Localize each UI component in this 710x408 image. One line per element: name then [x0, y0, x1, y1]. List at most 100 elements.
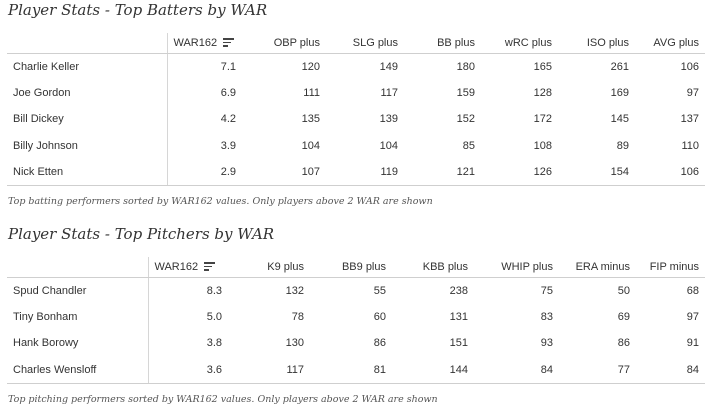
stat-cell: 111	[303, 86, 320, 99]
sort-descending-icon[interactable]	[223, 38, 235, 47]
pitchers-header-kbb-plus[interactable]: KBB plus	[392, 257, 474, 278]
stat-cell: 97	[686, 310, 699, 323]
stat-cell: 91	[686, 337, 699, 350]
player-name: Charles Wensloff	[7, 356, 148, 384]
player-name: Billy Johnson	[13, 140, 78, 153]
batters-title: Player Stats - Top Batters by WAR	[8, 1, 268, 19]
stat-cell: 104	[379, 140, 398, 153]
stat-cell: 180	[456, 60, 475, 73]
stat-cell: 238	[449, 284, 468, 297]
stat-cell: 154	[558, 159, 635, 187]
stat-cell: 6.9	[166, 79, 242, 107]
batters-caption: Top batting performers sorted by WAR162 …	[8, 196, 433, 207]
stat-cell: 117	[380, 86, 398, 99]
stat-cell: 55	[373, 284, 386, 297]
stat-cell: 132	[285, 284, 304, 297]
column-label: WAR162	[154, 260, 199, 273]
stat-cell: 68	[686, 284, 699, 297]
pitchers-header-bb9-plus[interactable]: BB9 plus	[310, 257, 392, 278]
pitchers-header-whip-plus[interactable]: WHIP plus	[474, 257, 559, 278]
batters-header-war162[interactable]: WAR162	[166, 33, 242, 54]
stat-cell: 128	[533, 86, 552, 99]
stat-cell: 2.9	[166, 159, 242, 187]
stat-cell: 78	[291, 310, 304, 323]
stat-cell: 131	[449, 310, 468, 323]
player-name: Joe Gordon	[13, 86, 71, 99]
stat-cell: 97	[686, 86, 699, 99]
stat-cell: 135	[301, 113, 320, 126]
batters-table: WAR162 OBP plus SLG plus BB plus wRC plu…	[7, 33, 705, 187]
player-name: Nick Etten	[7, 159, 167, 187]
batters-header-obp-plus[interactable]: OBP plus	[242, 33, 326, 54]
batters-header-slg-plus[interactable]: SLG plus	[326, 33, 404, 54]
batters-header-bb-plus[interactable]: BB plus	[404, 33, 481, 54]
table-row: Hank Borowy 3.8 130 86 151 93 86 91	[7, 330, 705, 357]
stat-cell: 3.8	[147, 330, 228, 357]
stat-cell: 139	[379, 113, 398, 126]
stat-cell: 89	[616, 140, 629, 153]
stat-cell: 83	[540, 310, 553, 323]
stat-cell: 84	[474, 356, 559, 384]
stat-cell: 120	[301, 60, 320, 73]
pitchers-header-row: WAR162 K9 plus BB9 plus KBB plus WHIP pl…	[7, 257, 705, 278]
table-row: Charlie Keller 7.1 120 149 180 165 261 106	[7, 53, 705, 80]
stat-cell: 137	[680, 113, 699, 126]
batters-header-iso-plus[interactable]: ISO plus	[558, 33, 635, 54]
player-name: Tiny Bonham	[13, 310, 78, 323]
player-name: Hank Borowy	[13, 337, 79, 350]
stat-cell: 106	[680, 60, 699, 73]
stat-cell: 7.1	[166, 53, 242, 80]
batters-header-avg-plus[interactable]: AVG plus	[635, 33, 705, 54]
stat-cell: 5.0	[147, 303, 228, 331]
stat-cell: 119	[326, 159, 404, 187]
stat-cell: 130	[285, 337, 304, 350]
stat-cell: 60	[373, 310, 386, 323]
column-label: WAR162	[173, 36, 218, 49]
stat-cell: 145	[610, 113, 629, 126]
stat-cell: 104	[301, 140, 320, 153]
pitchers-header-era-minus[interactable]: ERA minus	[559, 257, 636, 278]
stat-cell: 117	[228, 356, 310, 384]
pitchers-title: Player Stats - Top Pitchers by WAR	[8, 225, 275, 243]
player-name: Charlie Keller	[13, 60, 80, 73]
batters-header-row: WAR162 OBP plus SLG plus BB plus wRC plu…	[7, 33, 705, 54]
table-row: Billy Johnson 3.9 104 104 85 108 89 110	[7, 132, 705, 160]
stat-cell: 86	[617, 337, 630, 350]
stat-cell: 81	[310, 356, 392, 384]
stat-cell: 261	[610, 60, 629, 73]
table-row: Spud Chandler 8.3 132 55 238 75 50 68	[7, 277, 705, 304]
table-row: Charles Wensloff 3.6 117 81 144 84 77 84	[7, 356, 705, 384]
stat-cell: 172	[533, 113, 552, 126]
stat-cell: 107	[242, 159, 326, 187]
pitchers-caption: Top pitching performers sorted by WAR162…	[8, 394, 438, 405]
pitchers-header-war162[interactable]: WAR162	[147, 257, 228, 278]
stat-cell: 149	[379, 60, 398, 73]
stat-cell: 69	[617, 310, 630, 323]
stat-cell: 165	[533, 60, 552, 73]
table-row: Bill Dickey 4.2 135 139 152 172 145 137	[7, 106, 705, 133]
batters-header-player	[7, 33, 167, 54]
stat-cell: 3.6	[147, 356, 228, 384]
stat-cell: 4.2	[166, 106, 242, 133]
stat-cell: 144	[392, 356, 474, 384]
stat-cell: 3.9	[166, 132, 242, 160]
stat-cell: 75	[540, 284, 553, 297]
stat-cell: 106	[635, 159, 705, 187]
stat-cell: 121	[404, 159, 481, 187]
stat-cell: 84	[636, 356, 705, 384]
player-name: Spud Chandler	[13, 284, 87, 297]
player-name: Bill Dickey	[13, 113, 64, 126]
stat-cell: 159	[456, 86, 475, 99]
stat-cell: 8.3	[147, 277, 228, 304]
table-row: Tiny Bonham 5.0 78 60 131 83 69 97	[7, 303, 705, 331]
batters-header-wrc-plus[interactable]: wRC plus	[481, 33, 558, 54]
pitchers-header-fip-minus[interactable]: FIP minus	[636, 257, 705, 278]
stat-cell: 86	[373, 337, 386, 350]
pitchers-header-k9-plus[interactable]: K9 plus	[228, 257, 310, 278]
stat-cell: 77	[559, 356, 636, 384]
stat-cell: 85	[462, 140, 475, 153]
table-row: Nick Etten 2.9 107 119 121 126 154 106	[7, 159, 705, 187]
sort-descending-icon[interactable]	[204, 262, 216, 271]
stat-cell: 108	[533, 140, 552, 153]
stat-cell: 151	[449, 337, 468, 350]
